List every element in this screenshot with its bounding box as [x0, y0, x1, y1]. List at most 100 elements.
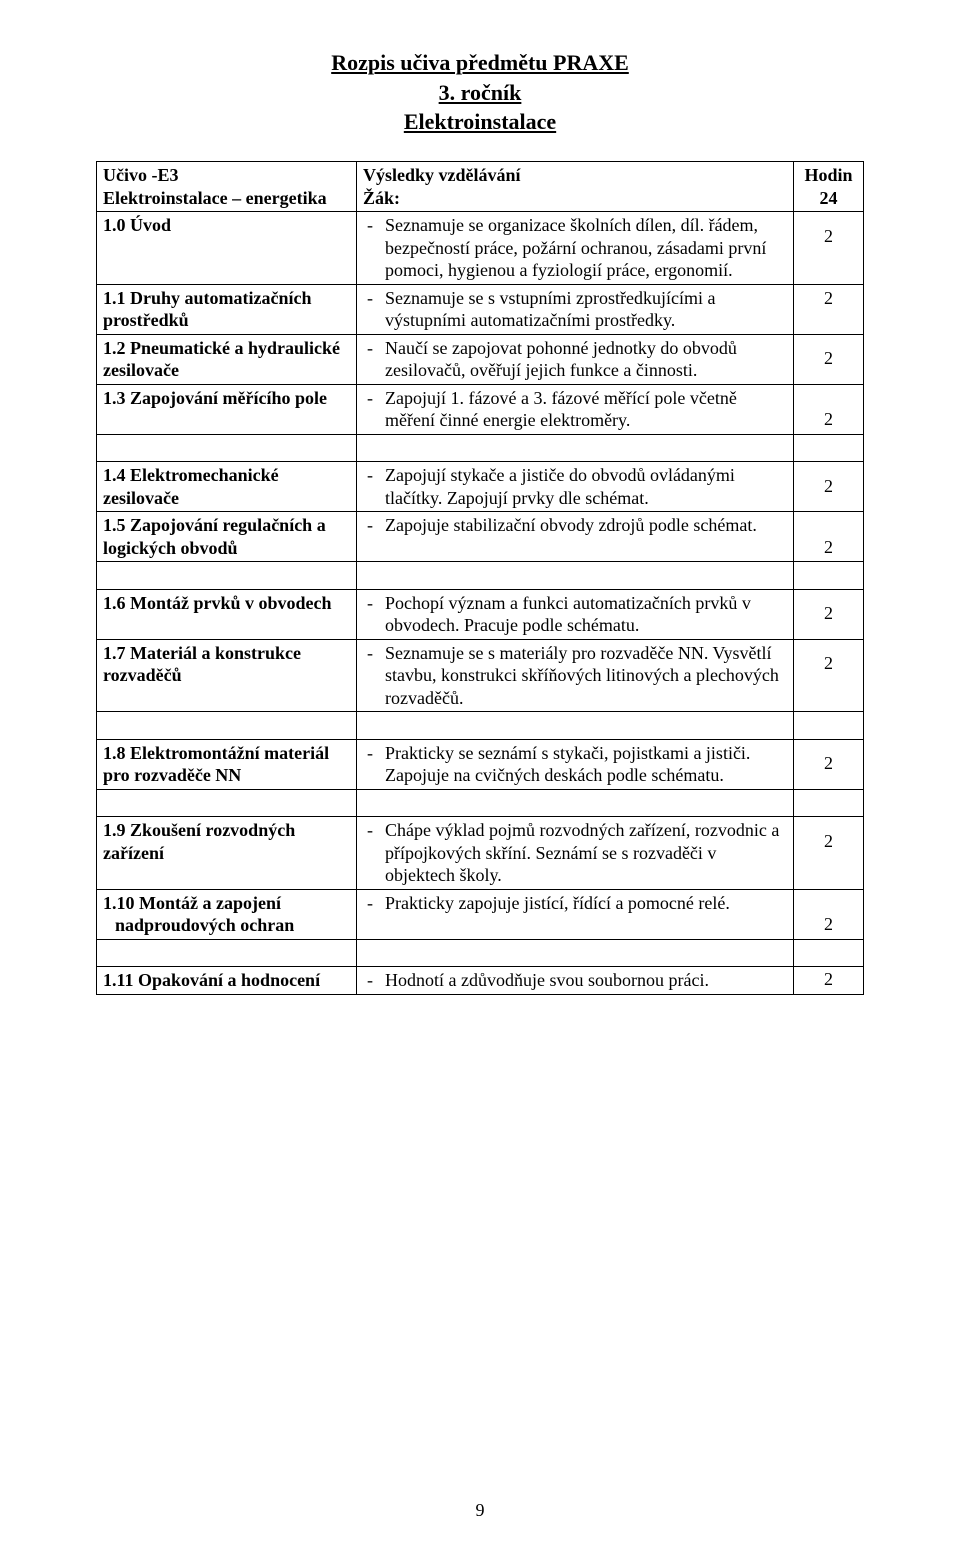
outcome-cell: Seznamuje se s materiály pro rozvaděče N…: [357, 639, 794, 712]
topic-cell: 1.2 Pneumatické a hydraulické zesilovače: [97, 334, 357, 384]
hours-value: 2: [794, 536, 863, 559]
hours-cell: 2: [794, 639, 864, 712]
spacer-cell: [794, 562, 864, 590]
outcome-item: Zapojují stykače a jističe do obvodů ovl…: [363, 464, 787, 509]
outcome-item: Seznamuje se organizace školních dílen, …: [363, 214, 787, 282]
header-hours: Hodin 24: [794, 162, 864, 212]
table-row: [97, 789, 864, 817]
title-line-2: 3. ročník: [96, 78, 864, 108]
spacer-cell: [357, 939, 794, 967]
title-line-1: Rozpis učiva předmětu PRAXE: [96, 48, 864, 78]
spacer-cell: [97, 939, 357, 967]
topic-cell: 1.10 Montáž a zapojení nadproudových och…: [97, 889, 357, 939]
hours-cell: 2: [794, 212, 864, 285]
outcome-list: Pochopí význam a funkci automatizačních …: [363, 592, 787, 637]
table-row: 1.7 Materiál a konstrukce rozvaděčůSezna…: [97, 639, 864, 712]
title-line-3: Elektroinstalace: [96, 107, 864, 137]
outcome-item: Zapojují 1. fázové a 3. fázové měřící po…: [363, 387, 787, 432]
outcome-item: Prakticky se seznámí s stykači, pojistka…: [363, 742, 787, 787]
hours-value: 2: [794, 408, 863, 431]
outcome-list: Seznamuje se s vstupními zprostředkující…: [363, 287, 787, 332]
table-row: 1.3 Zapojování měřícího poleZapojují 1. …: [97, 384, 864, 434]
spacer-cell: [794, 712, 864, 740]
outcome-cell: Chápe výklad pojmů rozvodných zařízení, …: [357, 817, 794, 890]
table-row: 1.2 Pneumatické a hydraulické zesilovače…: [97, 334, 864, 384]
topic-cell: 1.1 Druhy automatizačních prostředků: [97, 284, 357, 334]
hours-value: 2: [794, 968, 863, 991]
table-row: [97, 939, 864, 967]
outcome-cell: Zapojuje stabilizační obvody zdrojů podl…: [357, 512, 794, 562]
header-hours-line1: Hodin: [804, 165, 852, 185]
hours-value: 2: [800, 287, 857, 310]
topic-cell: 1.4 Elektromechanické zesilovače: [97, 462, 357, 512]
hours-value: 2: [800, 819, 857, 852]
header-hours-line2: 24: [820, 188, 838, 208]
outcome-cell: Seznamuje se s vstupními zprostředkující…: [357, 284, 794, 334]
hours-cell: 2: [794, 889, 864, 939]
hours-cell: 2: [794, 284, 864, 334]
outcome-cell: Zapojují 1. fázové a 3. fázové měřící po…: [357, 384, 794, 434]
spacer-cell: [794, 939, 864, 967]
topic-cell: 1.7 Materiál a konstrukce rozvaděčů: [97, 639, 357, 712]
hours-cell: 2: [794, 589, 864, 639]
spacer-cell: [97, 789, 357, 817]
outcome-cell: Prakticky zapojuje jistící, řídící a pom…: [357, 889, 794, 939]
hours-cell: 2: [794, 967, 864, 995]
hours-cell: 2: [794, 512, 864, 562]
topic-cell: 1.11 Opakování a hodnocení: [97, 967, 357, 995]
hours-cell: 2: [794, 739, 864, 789]
header-topic-line1: Učivo -E3: [103, 165, 179, 185]
outcome-item: Pochopí význam a funkci automatizačních …: [363, 592, 787, 637]
outcome-list: Prakticky zapojuje jistící, řídící a pom…: [363, 892, 787, 915]
header-outcome-line1: Výsledky vzdělávání: [363, 165, 521, 185]
outcome-cell: Naučí se zapojovat pohonné jednotky do o…: [357, 334, 794, 384]
hours-value: 2: [800, 742, 857, 775]
topic-label: 1.10 Montáž a zapojení nadproudových och…: [103, 892, 350, 937]
spacer-cell: [357, 789, 794, 817]
topic-cell: 1.0 Úvod: [97, 212, 357, 285]
spacer-cell: [357, 434, 794, 462]
spacer-cell: [97, 712, 357, 740]
spacer-cell: [97, 434, 357, 462]
hours-value: 2: [794, 913, 863, 936]
table-row: 1.9 Zkoušení rozvodných zařízeníChápe vý…: [97, 817, 864, 890]
header-outcome: Výsledky vzdělávání Žák:: [357, 162, 794, 212]
outcome-list: Zapojují 1. fázové a 3. fázové měřící po…: [363, 387, 787, 432]
syllabus-tbody: Učivo -E3 Elektroinstalace – energetika …: [97, 162, 864, 995]
spacer-cell: [794, 434, 864, 462]
table-row: 1.10 Montáž a zapojení nadproudových och…: [97, 889, 864, 939]
topic-cell: 1.9 Zkoušení rozvodných zařízení: [97, 817, 357, 890]
hours-value: 2: [800, 337, 857, 370]
outcome-cell: Zapojují stykače a jističe do obvodů ovl…: [357, 462, 794, 512]
outcome-item: Chápe výklad pojmů rozvodných zařízení, …: [363, 819, 787, 887]
topic-cell: 1.6 Montáž prvků v obvodech: [97, 589, 357, 639]
hours-value: 2: [800, 642, 857, 675]
table-row: 1.5 Zapojování regulačních a logických o…: [97, 512, 864, 562]
header-topic: Učivo -E3 Elektroinstalace – energetika: [97, 162, 357, 212]
header-topic-line2: Elektroinstalace – energetika: [103, 188, 327, 208]
outcome-list: Seznamuje se organizace školních dílen, …: [363, 214, 787, 282]
header-outcome-line2: Žák:: [363, 188, 400, 208]
outcome-item: Hodnotí a zdůvodňuje svou soubornou prác…: [363, 969, 787, 992]
topic-label: 1.11 Opakování a hodnocení: [103, 969, 350, 992]
hours-cell: 2: [794, 384, 864, 434]
hours-cell: 2: [794, 462, 864, 512]
outcome-list: Zapojují stykače a jističe do obvodů ovl…: [363, 464, 787, 509]
outcome-list: Prakticky se seznámí s stykači, pojistka…: [363, 742, 787, 787]
spacer-cell: [357, 562, 794, 590]
outcome-list: Hodnotí a zdůvodňuje svou soubornou prác…: [363, 969, 787, 992]
title-block: Rozpis učiva předmětu PRAXE 3. ročník El…: [96, 48, 864, 137]
outcome-item: Zapojuje stabilizační obvody zdrojů podl…: [363, 514, 787, 537]
table-row: 1.6 Montáž prvků v obvodechPochopí význa…: [97, 589, 864, 639]
table-row: [97, 434, 864, 462]
hours-cell: 2: [794, 334, 864, 384]
outcome-item: Seznamuje se s vstupními zprostředkující…: [363, 287, 787, 332]
topic-cell: 1.8 Elektromontážní materiál pro rozvadě…: [97, 739, 357, 789]
topic-cell: 1.3 Zapojování měřícího pole: [97, 384, 357, 434]
spacer-cell: [357, 712, 794, 740]
table-header-row: Učivo -E3 Elektroinstalace – energetika …: [97, 162, 864, 212]
spacer-cell: [97, 562, 357, 590]
page-number: 9: [0, 1500, 960, 1521]
outcome-list: Zapojuje stabilizační obvody zdrojů podl…: [363, 514, 787, 537]
page: Rozpis učiva předmětu PRAXE 3. ročník El…: [0, 0, 960, 1545]
